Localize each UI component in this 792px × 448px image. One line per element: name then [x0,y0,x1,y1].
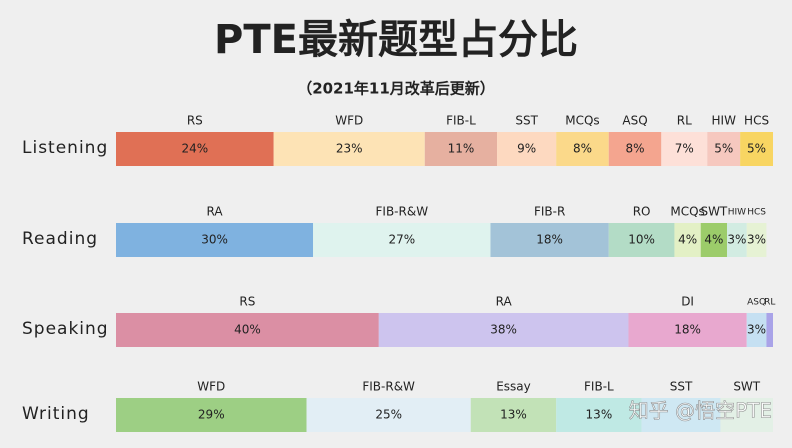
segment-name: HIW [712,114,737,128]
bar-segment [313,223,491,257]
bar-segment [116,398,307,432]
segment-name: MCQs [565,114,599,128]
segment-value: 18% [674,323,701,337]
bar-segment [740,132,773,166]
row-name: Speaking [22,319,109,339]
segment-name: RO [633,205,651,219]
bar-segment [306,398,471,432]
segment-name: ASQ [747,298,766,308]
segment-name: Essay [496,380,531,394]
bar-segment [766,313,773,347]
segment-value: 27% [388,233,415,247]
segment-value: 4% [678,233,697,247]
bar-segment [674,223,701,257]
segment-name: FIB-L [446,114,476,128]
segment-value: 8% [573,142,592,156]
segment-name: RL [677,114,692,128]
segment-value: 13% [586,408,613,422]
segment-value: 25% [375,408,402,422]
segment-value: 3% [747,233,766,247]
segment-name: SST [515,114,538,128]
segment-name: RA [496,295,513,309]
bar-segment [556,398,642,432]
bar-segment [116,313,379,347]
segment-name: FIB-R&W [376,205,429,219]
row-name: Reading [22,229,98,249]
segment-value: 23% [336,142,363,156]
segment-value: 30% [201,233,228,247]
segment-name: RL [764,298,775,308]
row-name: Listening [22,138,108,158]
bar-segment [470,398,557,432]
segment-name: FIB-R&W [362,380,415,394]
bar-segment [116,223,314,257]
segment-name: SST [670,380,693,394]
segment-value: 5% [747,142,766,156]
segment-value: 40% [234,323,261,337]
segment-name: FIB-L [584,380,614,394]
segment-value: 38% [490,323,517,337]
segment-name: RS [187,114,203,128]
bar-segment [746,313,767,347]
segment-name: RA [207,205,224,219]
segment-name: WFD [197,380,225,394]
segment-value: 24% [182,142,209,156]
segment-value: 3% [727,233,746,247]
segment-name: HCS [747,208,766,218]
segment-value: 10% [628,233,655,247]
bar-segment [727,223,747,257]
row-name: Writing [22,404,90,424]
segment-value: 7% [675,142,694,156]
bar-segment [707,132,741,166]
bar-segment [700,223,728,257]
segment-name: FIB-R [534,205,565,219]
segment-name: DI [681,295,694,309]
segment-name: HCS [744,114,769,128]
bar-segment [424,132,498,166]
segment-name: WFD [335,114,363,128]
segment-value: 9% [517,142,536,156]
segment-value: 5% [714,142,733,156]
watermark: 知乎 @悟空PTE [629,399,772,423]
segment-value: 13% [500,408,527,422]
bar-segment [556,132,609,166]
bar-segment [116,132,274,166]
bar-segment [641,398,721,432]
segment-value: 29% [198,408,225,422]
bar-segment [628,313,747,347]
bar-segment [490,223,609,257]
bar-segment [720,398,773,432]
segment-name: ASQ [622,114,647,128]
bar-segment [608,223,675,257]
segment-name: HIW [728,208,746,218]
bar-segment [273,132,425,166]
segment-value: 18% [536,233,563,247]
segment-name: RS [239,295,255,309]
segment-name: SWT [700,205,727,219]
segment-value: 8% [626,142,645,156]
segment-name: MCQs [670,205,704,219]
segment-name: SWT [733,380,760,394]
segment-value: 11% [448,142,475,156]
bar-segment [378,313,629,347]
bar-segment [661,132,708,166]
segment-value: 4% [704,233,723,247]
bar-segment [497,132,557,166]
segment-value: 3% [747,323,766,337]
bar-segment [746,223,767,257]
chart-subtitle: （2021年11月改革后更新） [297,80,495,98]
bar-segment [608,132,662,166]
chart-title: PTE最新题型占分比 [214,17,578,63]
